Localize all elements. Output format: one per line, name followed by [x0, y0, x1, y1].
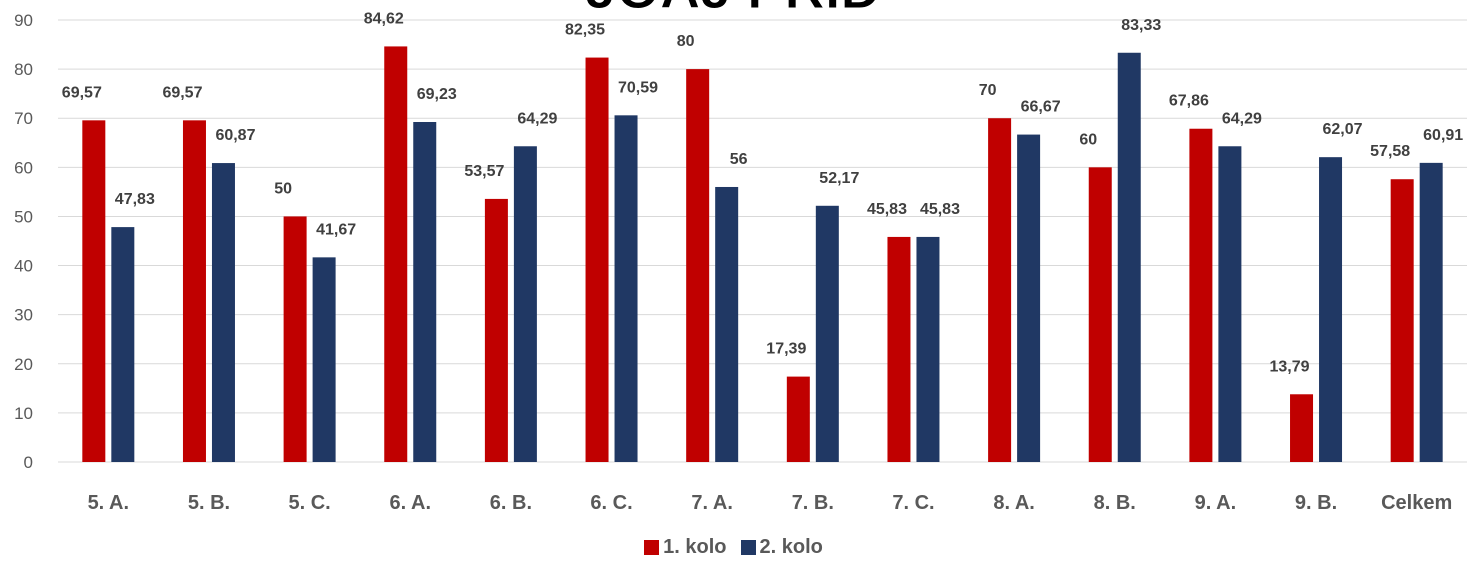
data-label: 80	[677, 33, 695, 50]
y-tick-label: 30	[14, 306, 33, 325]
bar-series-1	[484, 198, 508, 462]
bar-series-1	[585, 57, 609, 462]
data-label: 41,67	[316, 221, 356, 238]
legend-swatch	[644, 540, 660, 555]
data-label: 53,57	[464, 163, 504, 180]
bar-series-1	[1390, 179, 1414, 463]
bar-series-2	[614, 115, 638, 462]
bar-series-1	[887, 236, 911, 462]
legend-label: 2. kolo	[759, 536, 823, 558]
x-tick-label: 6. C.	[590, 492, 632, 514]
data-label: 47,83	[115, 191, 155, 208]
x-tick-label: 9. B.	[1295, 492, 1337, 514]
bar-series-1	[384, 46, 408, 462]
data-label: 83,33	[1121, 17, 1161, 34]
bar-series-1	[82, 120, 106, 463]
x-tick-label: 7. A.	[691, 492, 733, 514]
y-tick-label: 10	[14, 404, 33, 423]
x-tick-label: 7. B.	[792, 492, 834, 514]
bar-series-1	[786, 376, 810, 462]
bar-series-2	[1218, 146, 1242, 463]
data-label: 60	[1079, 131, 1097, 148]
y-tick-label: 0	[24, 453, 33, 472]
chart-title: JOAJ PRID	[585, 0, 881, 20]
bar-series-2	[312, 257, 336, 462]
bar-series-2	[513, 146, 537, 463]
data-label: 64,29	[517, 110, 557, 127]
x-tick-label: 5. A.	[88, 492, 130, 514]
data-label: 66,67	[1021, 99, 1061, 116]
data-label: 70	[979, 82, 997, 99]
bar-series-1	[988, 118, 1012, 462]
bar-series-1	[1290, 394, 1314, 462]
bar-series-1	[182, 120, 206, 463]
bar-series-2	[715, 186, 739, 462]
x-tick-label: 7. C.	[892, 492, 934, 514]
y-tick-label: 20	[14, 355, 33, 374]
data-label: 57,58	[1370, 143, 1410, 160]
y-tick-label: 50	[14, 207, 33, 226]
data-label: 52,17	[819, 170, 859, 187]
x-tick-label: 6. B.	[490, 492, 532, 514]
bar-series-1	[1189, 128, 1213, 462]
bar-series-2	[413, 122, 437, 462]
bar-series-2	[1319, 157, 1343, 462]
data-label: 45,83	[920, 201, 960, 218]
data-label: 69,23	[417, 86, 457, 103]
bar-series-2	[1017, 134, 1041, 462]
data-label: 69,57	[162, 84, 202, 101]
legend-label: 1. kolo	[663, 536, 727, 558]
bar-series-2	[211, 163, 235, 462]
data-label: 70,59	[618, 79, 658, 96]
x-tick-label: 8. B.	[1094, 492, 1136, 514]
y-tick-label: 80	[14, 60, 33, 79]
data-label: 69,57	[62, 84, 102, 101]
data-label: 13,79	[1270, 358, 1310, 375]
data-label: 56	[730, 151, 748, 168]
y-tick-label: 40	[14, 257, 33, 276]
x-tick-label: 8. A.	[993, 492, 1035, 514]
legend-item-series-2: 2. kolo	[740, 536, 823, 559]
data-label: 84,62	[364, 10, 404, 27]
data-label: 60,91	[1423, 127, 1463, 144]
y-tick-label: 90	[14, 11, 33, 30]
bar-series-1	[1088, 167, 1112, 463]
legend: 1. kolo 2. kolo	[0, 536, 1467, 559]
legend-swatch	[740, 540, 756, 555]
data-label: 82,35	[565, 22, 605, 39]
x-tick-label: 9. A.	[1195, 492, 1237, 514]
data-label: 50	[274, 180, 292, 197]
x-tick-label: 5. B.	[188, 492, 230, 514]
x-tick-label: 5. C.	[288, 492, 330, 514]
x-tick-label: Celkem	[1381, 492, 1452, 514]
data-label: 60,87	[215, 127, 255, 144]
legend-item-series-1: 1. kolo	[644, 536, 727, 559]
y-tick-label: 70	[14, 109, 33, 128]
data-label: 45,83	[867, 201, 907, 218]
data-label: 64,29	[1222, 110, 1262, 127]
data-label: 17,39	[766, 341, 806, 358]
bar-series-2	[916, 236, 940, 462]
bar-series-2	[1419, 162, 1443, 462]
data-label: 62,07	[1323, 121, 1363, 138]
bar-series-1	[283, 216, 307, 462]
data-label: 67,86	[1169, 93, 1209, 110]
y-tick-label: 60	[14, 158, 33, 177]
x-tick-label: 6. A.	[390, 492, 432, 514]
bar-series-2	[111, 227, 135, 462]
bar-series-2	[1117, 52, 1141, 462]
bar-series-2	[815, 205, 839, 462]
bar-series-1	[686, 69, 710, 462]
